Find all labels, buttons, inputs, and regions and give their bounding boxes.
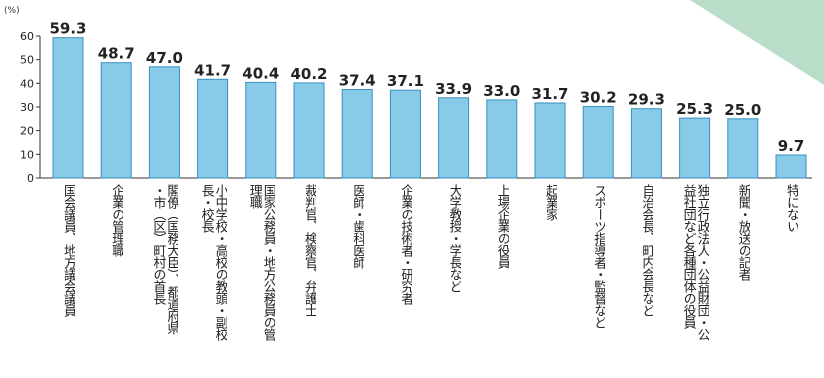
bars-group: [52, 37, 807, 179]
value-label: 37.1: [387, 72, 424, 90]
bar: [486, 99, 518, 179]
value-label: 40.2: [290, 65, 327, 83]
value-label: 33.9: [435, 80, 472, 98]
category-label: 新聞・放送の記者: [735, 184, 750, 280]
y-tick-label: 30: [20, 101, 34, 114]
bar: [775, 154, 807, 179]
category-label: 大学教授・学長など: [446, 184, 461, 292]
value-label: 40.4: [242, 64, 279, 82]
bar: [148, 66, 180, 179]
y-tick-label: 10: [20, 148, 34, 161]
category-label: 企業の技術者・研究者: [398, 184, 413, 304]
y-tick-label: 20: [20, 125, 34, 138]
value-label: 37.4: [339, 72, 376, 90]
category-label: 自治会長、町内会長など: [639, 184, 654, 316]
bar: [582, 106, 614, 179]
category-label: 裁判官、検察官、弁護士: [302, 184, 316, 316]
value-label: 9.7: [778, 137, 805, 155]
bar: [341, 89, 373, 179]
bar: [52, 37, 84, 179]
y-axis-unit-label: (%): [4, 6, 20, 16]
value-label: 48.7: [98, 45, 135, 63]
y-tick-label: 50: [20, 54, 34, 67]
bar: [438, 97, 470, 179]
bar: [727, 118, 759, 179]
bar: [293, 82, 325, 179]
y-tick-label: 60: [20, 30, 34, 43]
category-label: 独立行政法人・公益財団・公 益社団など各種団体の役員: [680, 184, 709, 340]
value-label: 41.7: [194, 61, 231, 79]
category-label: 起業家: [543, 184, 557, 220]
corner-shape-fill: [690, 0, 824, 85]
category-label: 医師・歯科医師: [350, 184, 365, 268]
bar: [389, 89, 421, 179]
bar: [197, 78, 229, 179]
category-label: 企業の管理職: [109, 184, 124, 256]
y-tick-label: 0: [27, 172, 34, 185]
value-label: 31.7: [531, 85, 568, 103]
category-label: 国家公務員・地方公務員の管 理職: [246, 184, 275, 340]
category-label: 閣僚（国務大臣）、都道府県 ・市（区）町村の首長: [150, 184, 179, 334]
value-label: 25.3: [676, 100, 713, 118]
value-label: 25.0: [724, 101, 761, 119]
value-label: 33.0: [483, 82, 520, 100]
value-label: 59.3: [49, 20, 86, 38]
category-label: スポーツ指導者・監督など: [591, 184, 606, 328]
value-label: 30.2: [580, 89, 617, 107]
category-label: 上場企業の役員: [494, 184, 509, 268]
bar: [679, 117, 711, 179]
category-label: 国会議員、地方議会議員: [61, 184, 75, 316]
bar: [245, 81, 277, 179]
bar: [100, 62, 132, 179]
value-label: 29.3: [628, 91, 665, 109]
value-label: 47.0: [146, 49, 183, 67]
value-labels-group: 59.3 48.7 47.0 41.7 40.4 40.2 37.4 37.1 33.9 33.0…: [49, 20, 804, 155]
y-tick-label: 40: [20, 77, 34, 90]
category-label: 特にない: [784, 184, 798, 232]
bar: [534, 102, 566, 179]
category-label: 小中学校・高校の教頭・副校 長・校長: [198, 184, 227, 340]
bar: [630, 108, 662, 179]
